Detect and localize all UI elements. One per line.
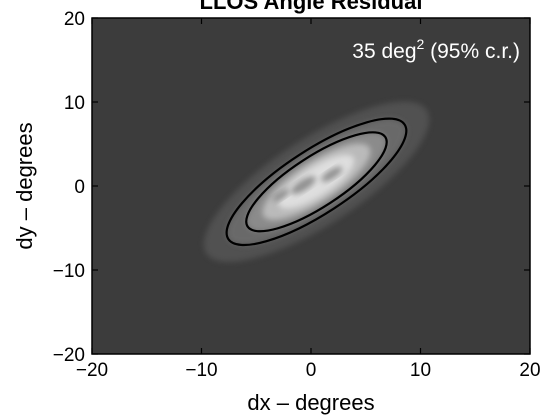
density-mottle	[321, 166, 343, 182]
confidence-region-annotation: 35 deg2 (95% c.r.)	[352, 36, 520, 63]
y-tick-label: −20	[53, 345, 85, 366]
density-mottle	[291, 176, 316, 194]
y-axis-label: dy – degrees	[12, 122, 37, 249]
confidence-contours	[225, 117, 408, 247]
contour-outer	[225, 117, 408, 247]
contour-95-cr	[245, 131, 388, 233]
annotation-superscript: 2	[417, 36, 425, 52]
y-tick-label: 20	[64, 9, 85, 30]
y-axis-ticks: −20 −10 0 10 20	[53, 9, 530, 366]
density-mottle	[272, 189, 290, 202]
x-tick-label: −20	[76, 360, 108, 381]
chart-title: LLOS Angle Residual	[200, 0, 423, 14]
annotation-value: 35 deg	[352, 40, 416, 63]
y-tick-label: 0	[74, 177, 85, 198]
x-axis-label: dx – degrees	[247, 390, 374, 415]
x-tick-label: 0	[306, 360, 317, 381]
annotation-suffix: (95% c.r.)	[424, 40, 520, 63]
x-tick-label: −10	[185, 360, 217, 381]
x-axis-ticks: −20 −10 0 10 20	[76, 18, 541, 381]
y-tick-label: 10	[64, 93, 85, 114]
density-cloud	[203, 101, 430, 262]
y-tick-label: −10	[53, 261, 85, 282]
x-tick-label: 20	[519, 360, 540, 381]
x-tick-label: 10	[410, 360, 431, 381]
